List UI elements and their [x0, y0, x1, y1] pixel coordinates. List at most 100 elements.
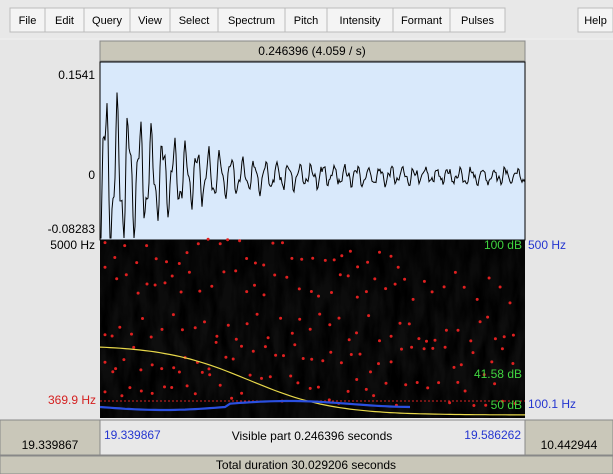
menu-button[interactable]	[392, 7, 451, 33]
intensity-bottom: 50 dB	[491, 398, 522, 412]
formant-dot	[218, 242, 222, 246]
formant-dot	[490, 360, 494, 364]
formant-dot	[170, 274, 174, 278]
formant-dot	[136, 291, 140, 295]
formant-dot	[123, 244, 127, 248]
window-start-bar[interactable]	[0, 419, 101, 456]
formant-dot	[348, 249, 352, 253]
formant-dot	[193, 326, 197, 330]
visible-end: 19.586262	[464, 428, 521, 442]
menu-label[interactable]: File	[19, 15, 37, 27]
menu-button[interactable]	[83, 7, 131, 33]
formant-dot	[115, 277, 119, 281]
window-end-bar[interactable]	[524, 419, 613, 456]
formant-dot	[462, 285, 466, 289]
formant-dot	[185, 251, 189, 255]
formant-dot	[493, 337, 497, 341]
formant-dot	[425, 339, 428, 343]
menu-label[interactable]: Pitch	[294, 15, 318, 27]
formant-dot	[103, 390, 107, 394]
pitch-top: 500 Hz	[528, 238, 566, 252]
formant-dot	[266, 336, 270, 340]
menu-label[interactable]: Pulses	[461, 15, 495, 27]
formant-dot	[135, 261, 139, 265]
formant-dot	[240, 391, 244, 395]
menu-button[interactable]	[284, 7, 328, 33]
menu-label[interactable]: Select	[179, 15, 210, 27]
formant-dot	[323, 258, 327, 262]
menu-item[interactable]: Help	[577, 7, 613, 33]
visible-bar[interactable]	[99, 419, 526, 456]
formant-dot	[389, 360, 393, 364]
formant-dot	[200, 370, 204, 374]
formant-dot	[177, 262, 181, 265]
formant-dot	[224, 355, 228, 359]
menu-label[interactable]: Edit	[55, 15, 74, 27]
formant-dot	[196, 242, 200, 246]
formant-dot	[298, 317, 302, 321]
formant-dot	[459, 363, 463, 367]
formant-dot	[185, 384, 189, 388]
menu-item[interactable]: File	[9, 7, 46, 33]
menu-item[interactable]: Edit	[44, 7, 85, 33]
menu-label[interactable]: Help	[584, 15, 607, 27]
formant-dot	[389, 334, 393, 338]
menu-item[interactable]: Pitch	[284, 7, 328, 33]
menu-label[interactable]: Query	[92, 15, 122, 27]
menu-item[interactable]: Select	[169, 7, 219, 33]
menu-button[interactable]	[326, 7, 394, 33]
menu-label[interactable]: Formant	[401, 15, 442, 27]
menu-item[interactable]: View	[129, 7, 171, 33]
menu-label[interactable]: View	[138, 15, 162, 27]
menu-item[interactable]: Intensity	[326, 7, 394, 33]
formant-dot	[338, 273, 342, 277]
formant-dot	[475, 297, 479, 301]
formant-dot	[198, 289, 202, 293]
formant-dot	[145, 244, 149, 248]
total-bar[interactable]	[0, 455, 613, 474]
formant-dot	[208, 373, 212, 377]
formant-dot	[443, 345, 447, 349]
menu-item[interactable]: Pulses	[449, 7, 506, 33]
formant-dot	[472, 404, 476, 407]
formant-dot	[171, 313, 175, 317]
pitch-curve	[99, 399, 411, 412]
formant-dot	[128, 386, 132, 390]
menu-item[interactable]: Query	[83, 7, 131, 33]
formant-dot	[308, 327, 312, 331]
formant-dot	[500, 347, 504, 351]
formant-dot	[346, 389, 350, 393]
formant-dot	[437, 381, 441, 385]
menu-label[interactable]: Spectrum	[228, 15, 275, 27]
formant-dot	[444, 328, 448, 332]
menu-button[interactable]	[577, 7, 613, 33]
left-panel	[0, 40, 100, 420]
menu-button[interactable]	[9, 7, 46, 33]
formant-dot	[433, 338, 437, 342]
formant-dot	[396, 265, 400, 269]
menu: File Edit Query View Select Spectrum Pitch Inte…	[9, 7, 613, 33]
formant-dot	[415, 381, 419, 384]
waveform	[100, 92, 526, 239]
formant-dot	[160, 327, 164, 331]
formant-dot	[469, 339, 473, 343]
formant-dot	[180, 328, 184, 332]
formant-dot	[346, 274, 350, 278]
menu-item[interactable]: Spectrum	[217, 7, 286, 33]
formant-dot	[511, 362, 515, 365]
formant-dot	[297, 287, 301, 291]
formant-dot	[347, 338, 351, 342]
menu-item[interactable]: Formant	[392, 7, 451, 33]
formant-dot	[364, 290, 368, 294]
formant-dot	[248, 373, 252, 377]
formant-dot	[378, 250, 381, 254]
frequency-top: 5000 Hz	[50, 238, 95, 252]
formant-dot	[430, 290, 434, 294]
selection-bar[interactable]	[99, 40, 526, 62]
formant-dot	[271, 241, 275, 245]
menu-label[interactable]: Intensity	[340, 15, 381, 27]
menu-button[interactable]	[449, 7, 506, 33]
formant-dot	[337, 316, 341, 320]
formant-dot	[234, 337, 238, 341]
formant-dot	[407, 322, 411, 326]
